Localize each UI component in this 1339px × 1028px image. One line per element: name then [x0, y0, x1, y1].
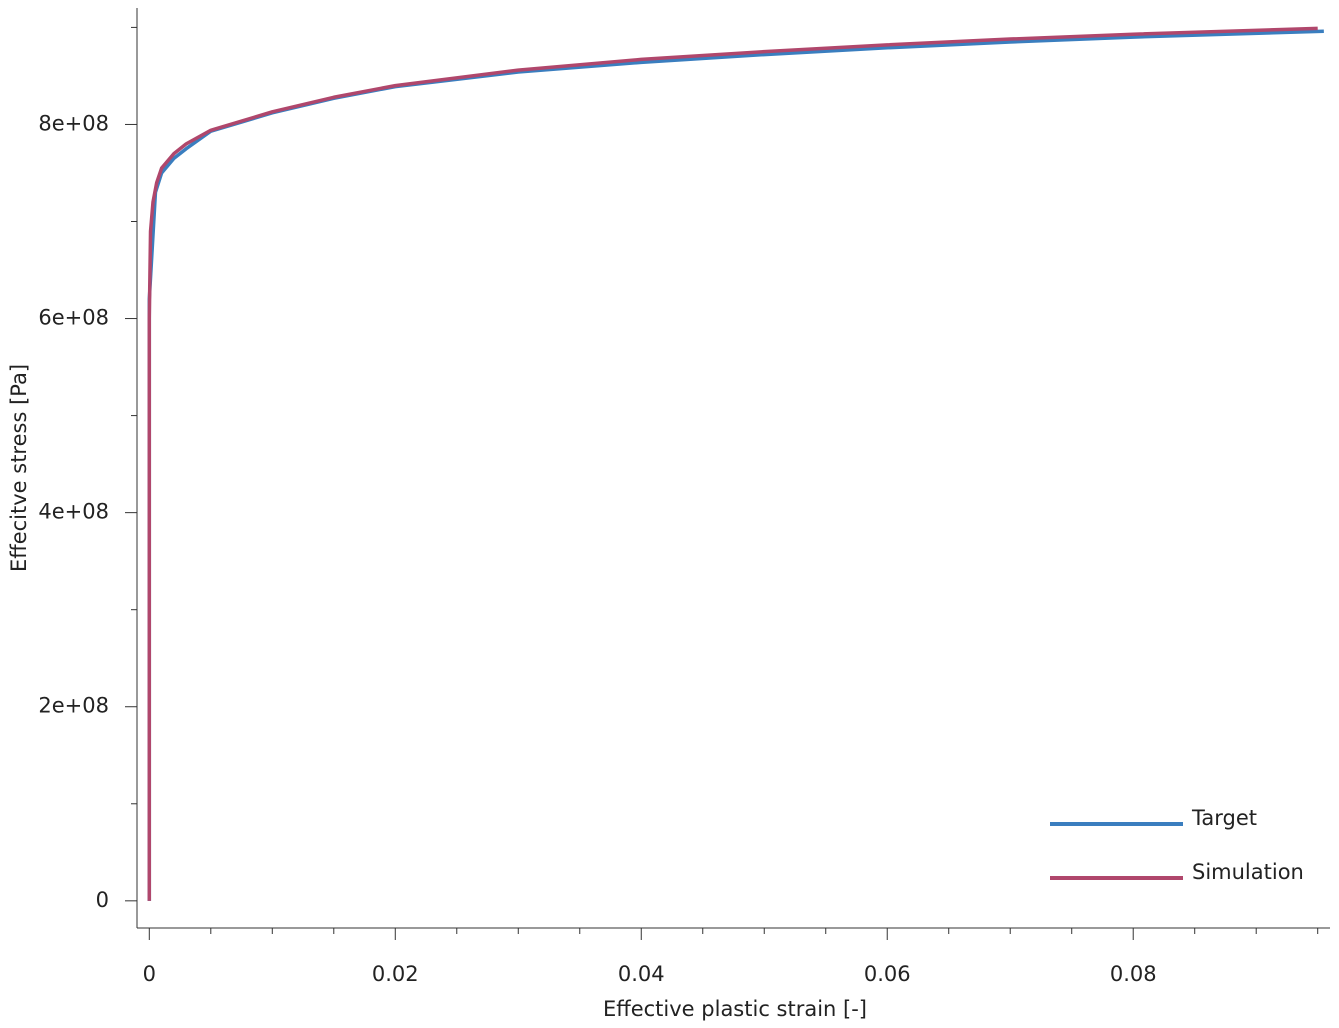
x-tick-label: 0.02	[372, 962, 419, 986]
x-axis-label: Effective plastic strain [-]	[603, 997, 867, 1021]
y-tick-label: 6e+08	[38, 306, 109, 330]
x-tick-label: 0	[143, 962, 156, 986]
legend-label: Simulation	[1192, 860, 1304, 884]
x-tick-label: 0.08	[1110, 962, 1157, 986]
y-tick-label: 4e+08	[38, 500, 109, 524]
y-axis-label: Effecitve stress [Pa]	[7, 364, 31, 572]
legend-label: Target	[1191, 806, 1257, 830]
data-line	[147, 26, 1318, 901]
x-tick-label: 0.06	[864, 962, 911, 986]
y-tick-label: 0	[96, 888, 109, 912]
data-line	[147, 29, 1324, 901]
y-tick-label: 8e+08	[38, 111, 109, 135]
x-tick-label: 0.04	[618, 962, 665, 986]
y-tick-label: 2e+08	[38, 694, 109, 718]
